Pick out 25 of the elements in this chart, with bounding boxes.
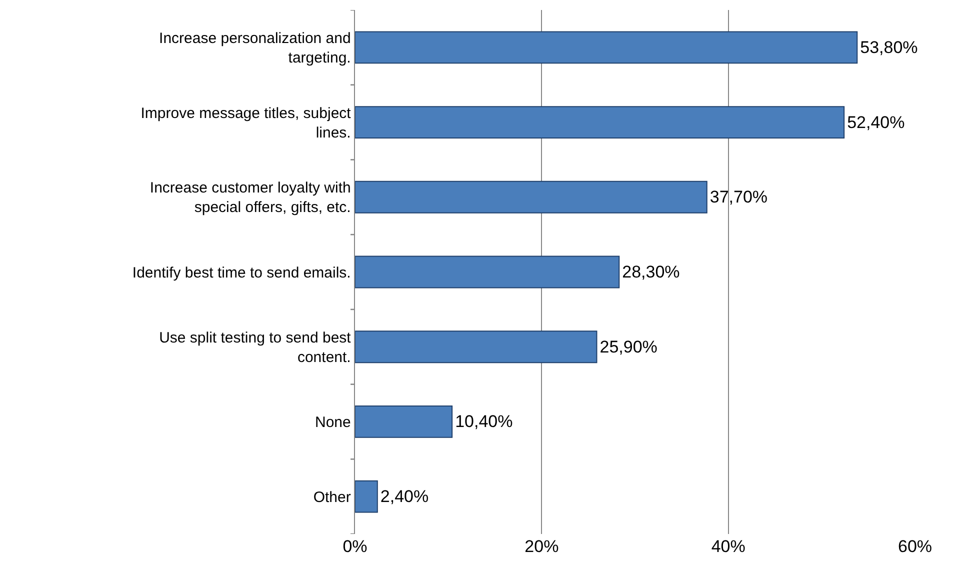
y-tick-label: None (314, 414, 351, 431)
bar (355, 106, 845, 139)
y-tick-label: Improve message titles, subject lines. (140, 104, 352, 142)
data-label: 37,70% (710, 188, 768, 207)
data-label: 25,90% (600, 337, 658, 356)
y-tick-label: Other (313, 488, 351, 506)
x-tick-label: 0% (342, 537, 368, 556)
x-tick-label: 60% (898, 537, 932, 556)
y-tick-label: Identify best time to send emails. (132, 264, 351, 282)
x-tick-label: 40% (711, 537, 746, 556)
data-label: 2,40% (380, 487, 429, 506)
y-tick-label: Use split testing to send best content. (159, 329, 352, 366)
bar (355, 480, 378, 513)
y-tick-label: Increase customer loyalty with special offers, gifts, etc. (150, 180, 351, 216)
data-label: 52,40% (847, 112, 905, 132)
bar (355, 330, 598, 364)
data-label: 10,40% (455, 412, 513, 432)
data-label: 28,30% (622, 262, 680, 282)
data-label: 53,80% (860, 38, 918, 57)
bar (355, 180, 708, 214)
bar (355, 256, 620, 288)
y-tick-label: Increase personalization and targeting. (159, 30, 351, 66)
bar (355, 31, 858, 64)
bar (355, 405, 453, 438)
x-tick-label: 20% (524, 537, 559, 556)
